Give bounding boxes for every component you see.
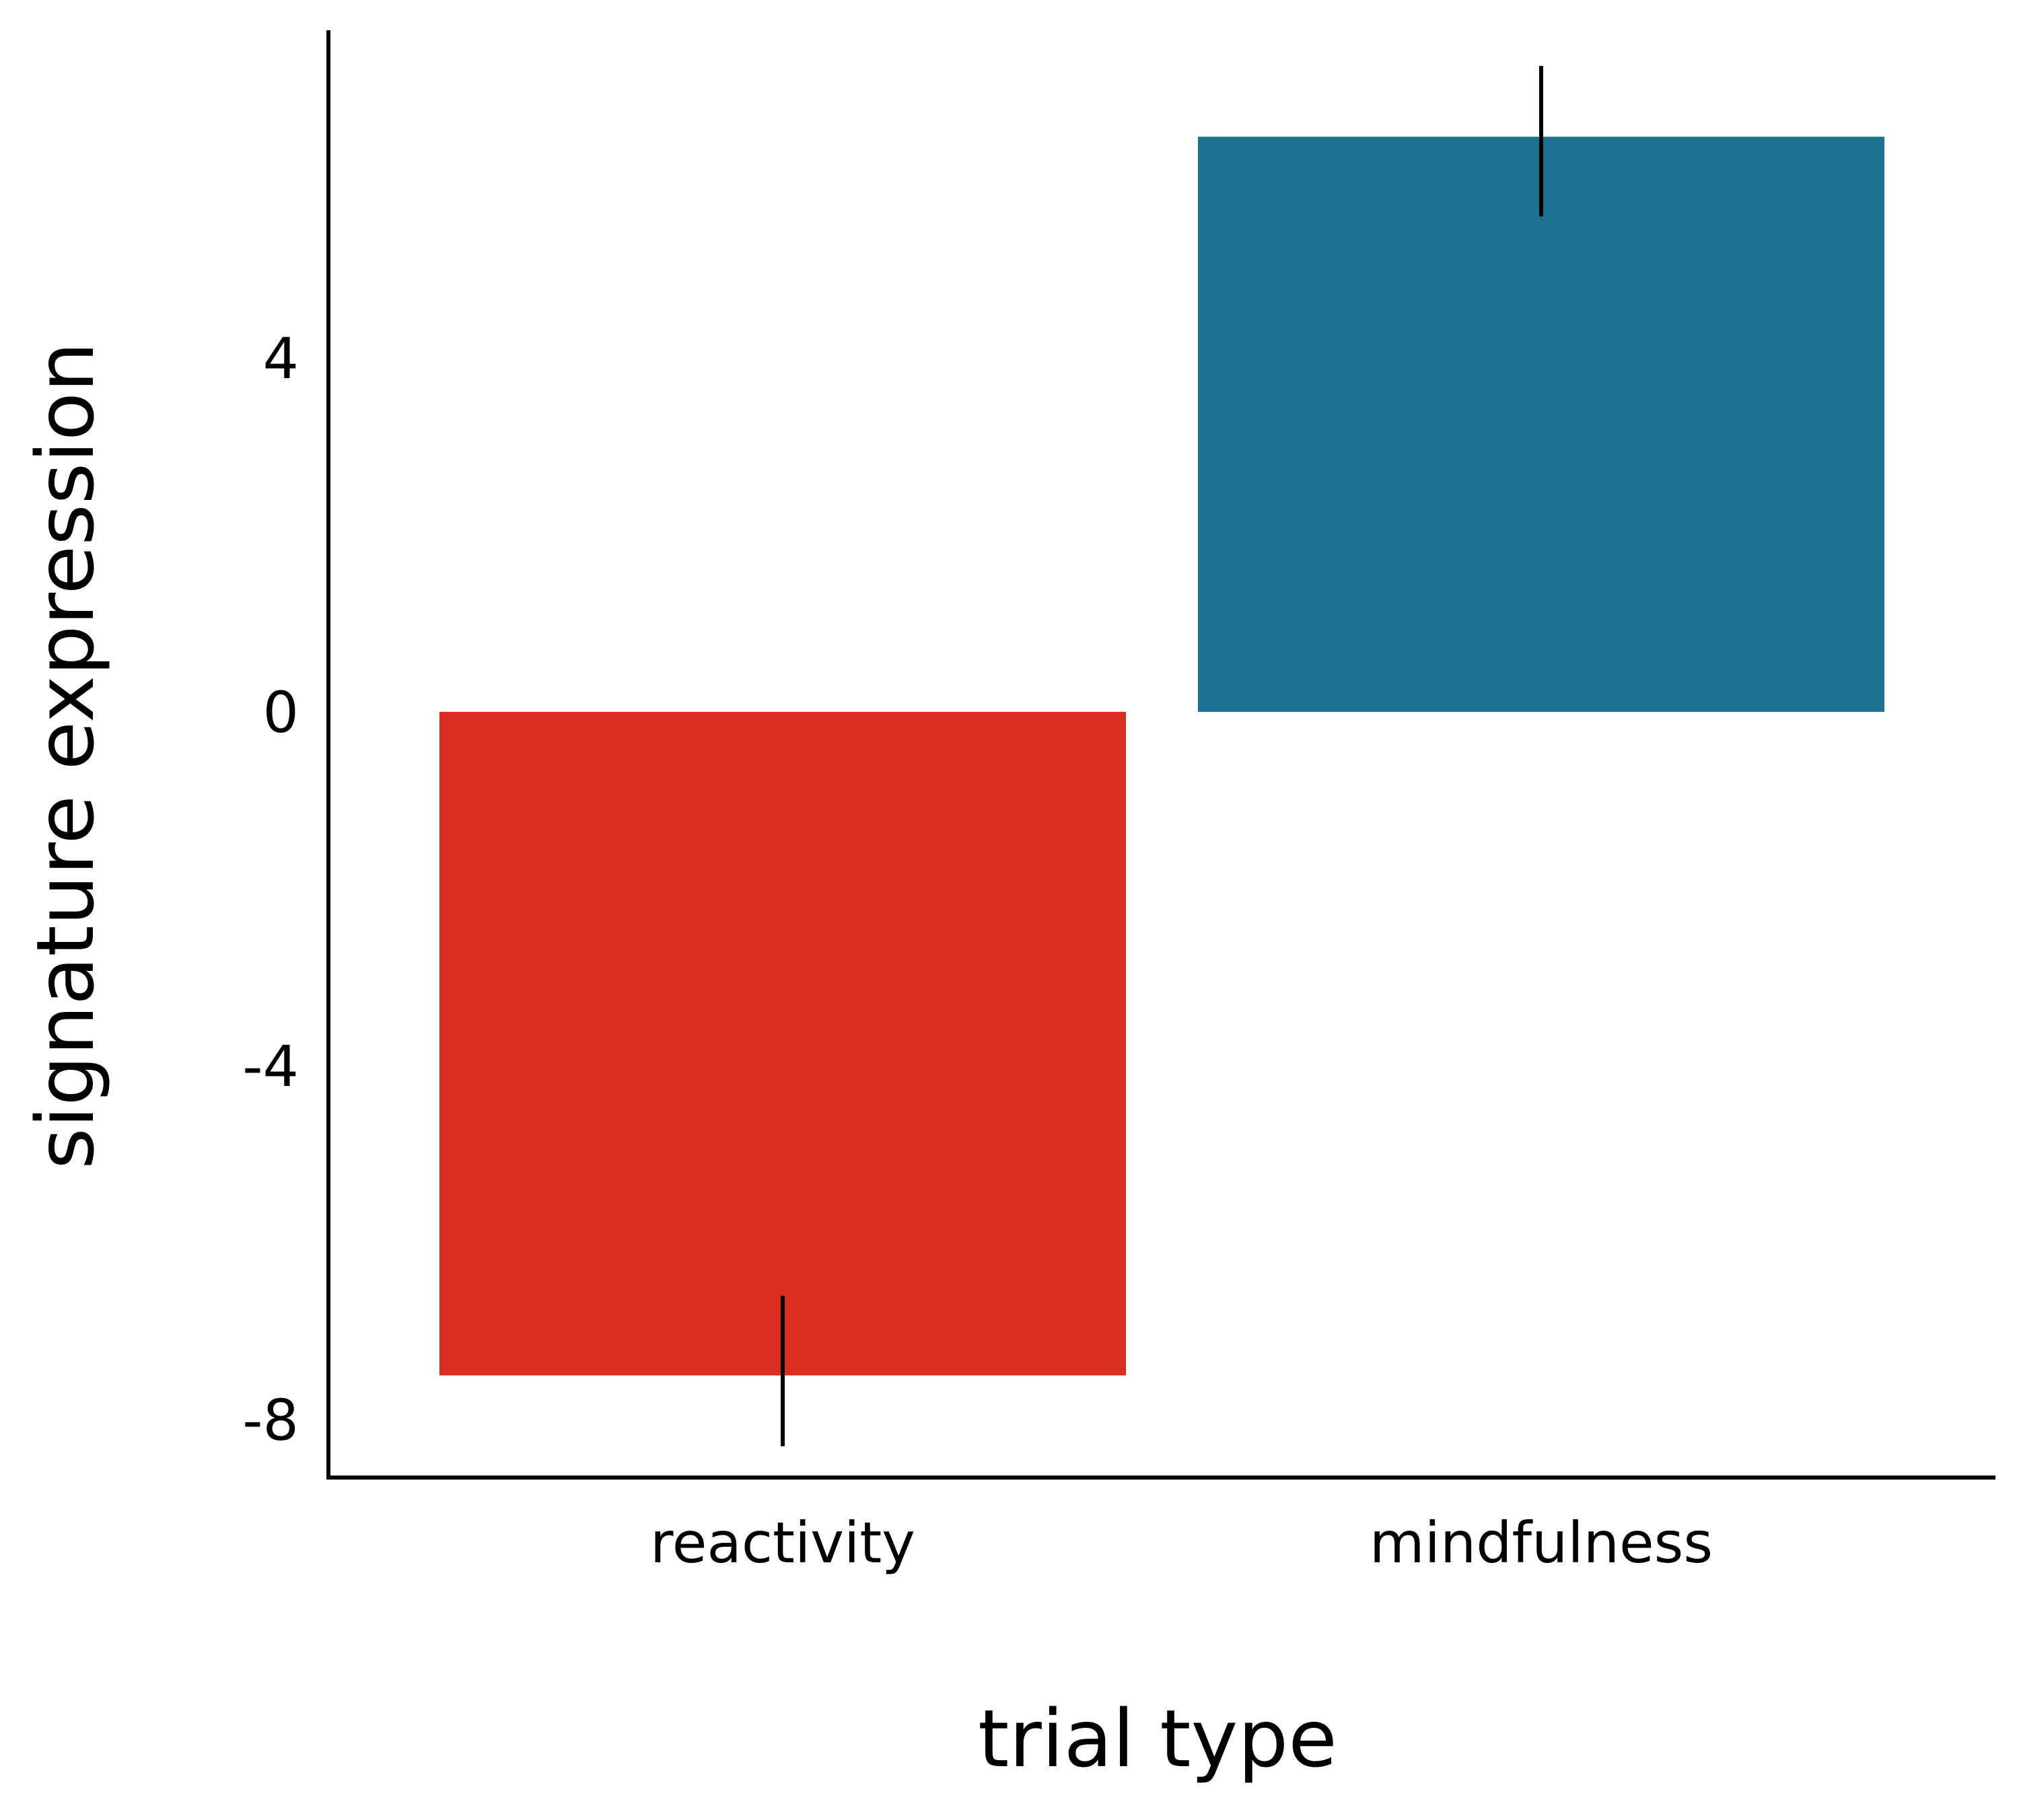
error-bars-layer xyxy=(781,66,1543,1447)
bar-mindfulness xyxy=(1198,137,1884,712)
y-tick-labels: 4 0 -4 -8 xyxy=(242,326,299,1453)
y-tick-label: 0 xyxy=(263,680,299,745)
bars-layer xyxy=(439,137,1884,1376)
bar-reactivity xyxy=(439,712,1126,1376)
x-category-label: reactivity xyxy=(650,1510,915,1576)
x-category-labels: reactivity mindfulness xyxy=(650,1510,1713,1576)
x-axis-title: trial type xyxy=(978,1692,1337,1785)
y-tick-label: -4 xyxy=(242,1033,299,1099)
y-tick-label: -8 xyxy=(242,1387,299,1453)
y-tick-label: 4 xyxy=(263,326,299,392)
y-axis-title: signature expression xyxy=(19,342,112,1169)
x-category-label: mindfulness xyxy=(1370,1510,1713,1576)
